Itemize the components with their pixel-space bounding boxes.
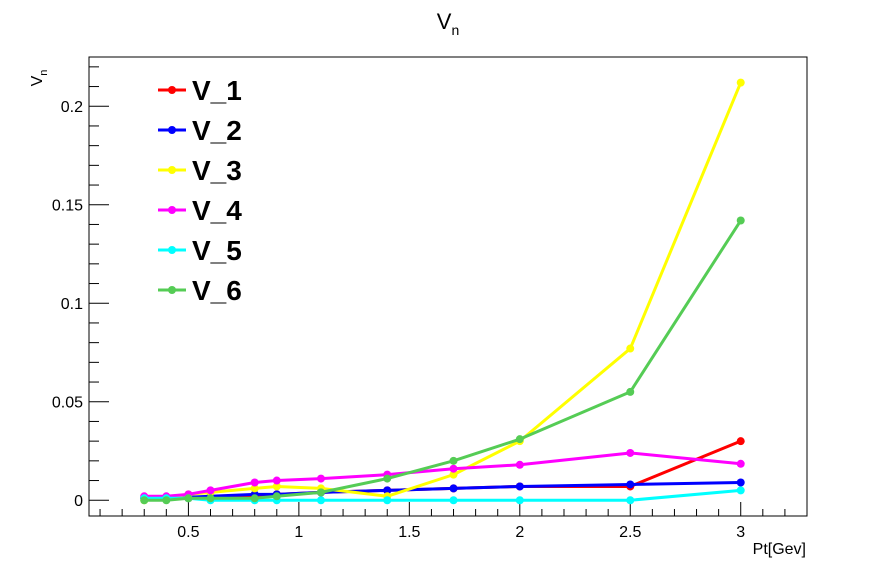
plot-frame: [88, 56, 808, 517]
y-tick-label: 0: [74, 493, 83, 510]
y-tick-label: 0.2: [61, 99, 83, 116]
legend-swatch-marker: [168, 206, 176, 214]
data-point: [162, 496, 171, 505]
legend-swatch-marker: [168, 286, 176, 294]
y-axis-title: Vn: [29, 70, 50, 87]
legend-item: V_6: [158, 275, 242, 306]
legend-label: V_5: [192, 235, 242, 266]
x-tick-label: 3: [736, 524, 745, 541]
data-point: [383, 474, 392, 483]
y-axis-title-main: V: [29, 75, 46, 86]
data-point: [316, 474, 325, 483]
legend-item: V_3: [158, 155, 242, 186]
data-point: [736, 78, 745, 87]
data-point: [736, 478, 745, 487]
data-point: [383, 496, 392, 505]
data-point: [515, 482, 524, 491]
legend-item: V_4: [158, 195, 242, 226]
data-point: [316, 488, 325, 497]
data-point: [626, 448, 635, 457]
data-point: [626, 387, 635, 396]
x-tick-label: 1: [294, 524, 303, 541]
legend-label: V_1: [192, 75, 242, 106]
data-point: [449, 496, 458, 505]
legend-swatch-marker: [168, 166, 176, 174]
data-point: [272, 476, 281, 485]
legend-label: V_3: [192, 155, 242, 186]
data-point: [250, 478, 259, 487]
legend-label: V_6: [192, 275, 242, 306]
data-point: [736, 459, 745, 468]
data-point: [383, 486, 392, 495]
data-point: [626, 480, 635, 489]
data-point: [449, 484, 458, 493]
series-v-4: [140, 448, 745, 501]
data-point: [250, 494, 259, 503]
data-point: [736, 437, 745, 446]
legend-swatch-marker: [168, 86, 176, 94]
data-point: [272, 492, 281, 501]
x-tick-label: 0.5: [177, 524, 199, 541]
axes-layer: 0.5 1 1.5 2 2.5 3 0 0.05 0.1 0.15 0.2: [52, 66, 786, 541]
legend-swatch-marker: [168, 126, 176, 134]
data-point: [515, 460, 524, 469]
data-point: [449, 464, 458, 473]
data-point: [206, 486, 215, 495]
series-v-6: [140, 216, 745, 505]
data-point: [736, 216, 745, 225]
data-point: [449, 456, 458, 465]
legend-label: V_4: [192, 195, 242, 226]
data-point: [449, 470, 458, 479]
y-tick-label: 0.15: [52, 198, 83, 215]
data-point: [515, 435, 524, 444]
legend-item: V_1: [158, 75, 242, 106]
legend-item: V_2: [158, 115, 242, 146]
x-tick-label: 1.5: [398, 524, 420, 541]
data-point: [250, 484, 259, 493]
data-point: [626, 344, 635, 353]
legend-item: V_5: [158, 235, 242, 266]
x-tick-label: 2.5: [619, 524, 641, 541]
data-point: [626, 496, 635, 505]
series-layer: [140, 78, 745, 505]
x-tick-label: 2: [515, 524, 524, 541]
legend-label: V_2: [192, 115, 242, 146]
chart-title-sub: n: [451, 22, 459, 38]
chart-title-main: V: [437, 9, 452, 34]
y-axis-title-sub: n: [38, 70, 50, 76]
y-tick-label: 0.05: [52, 395, 83, 412]
legend: V_1 V_2 V_3 V_4 V_5 V_6: [158, 75, 242, 306]
legend-swatch-marker: [168, 246, 176, 254]
data-point: [316, 496, 325, 505]
data-point: [515, 496, 524, 505]
data-point: [206, 494, 215, 503]
data-point: [736, 486, 745, 495]
data-point: [184, 494, 193, 503]
x-axis-title: Pt[Gev]: [753, 541, 806, 558]
data-point: [140, 496, 149, 505]
data-point: [272, 482, 281, 491]
chart-title: Vn: [437, 9, 459, 38]
y-tick-label: 0.1: [61, 296, 83, 313]
